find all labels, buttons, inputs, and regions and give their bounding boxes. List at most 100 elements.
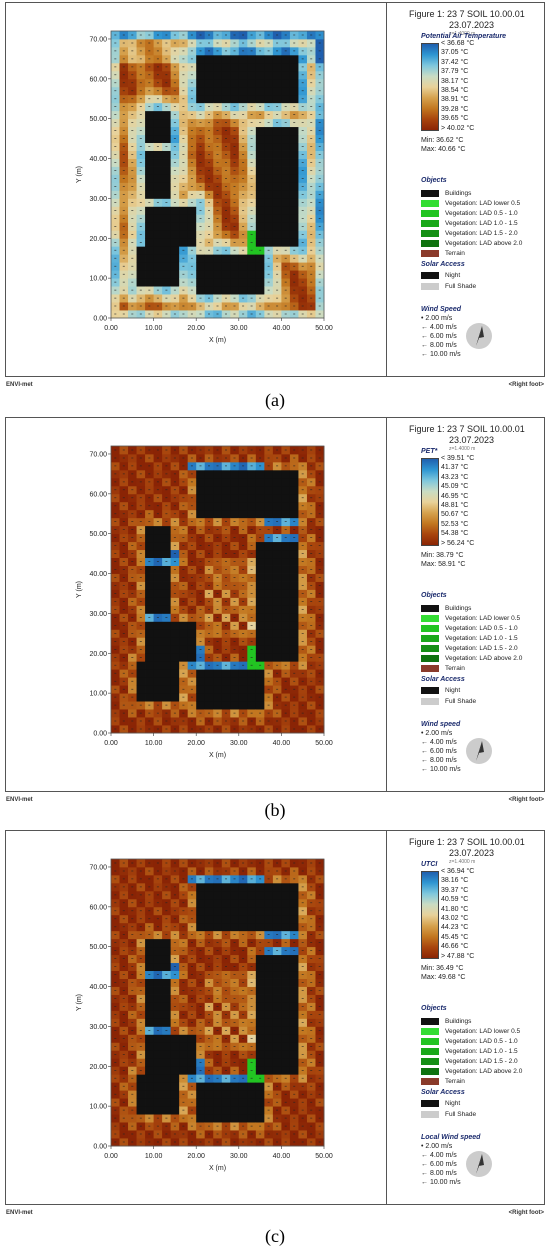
heatmap-cell xyxy=(196,1114,206,1123)
heatmap-cell xyxy=(230,262,240,271)
solar-swatch xyxy=(421,271,439,279)
heatmap-cell xyxy=(153,214,163,223)
heatmap-cell xyxy=(289,890,299,900)
heatmap-cell xyxy=(289,573,299,582)
heatmap-cell xyxy=(272,86,282,96)
heatmap-cell xyxy=(170,206,180,215)
heatmap-cell xyxy=(213,1098,223,1107)
heatmap-cell xyxy=(162,541,172,551)
heatmap-cell xyxy=(136,685,146,694)
heatmap-cell xyxy=(170,262,180,271)
heatmap-cell xyxy=(196,469,206,479)
x-tick-label: 40.00 xyxy=(273,740,291,747)
heatmap-cell xyxy=(179,629,189,638)
heatmap-cell xyxy=(281,1010,291,1019)
heatmap-cell xyxy=(187,1034,197,1043)
heatmap-cell xyxy=(187,1050,197,1059)
colorbar-tick-label: 38.91 °C xyxy=(441,96,469,104)
heatmap-cell xyxy=(213,693,223,702)
solar-title: Solar Access xyxy=(421,676,465,683)
heatmap-cell xyxy=(187,1042,197,1051)
heatmap-cell xyxy=(238,677,248,686)
heatmap-cell xyxy=(170,1050,180,1059)
colorbar-tick-label: 46.95 °C xyxy=(441,492,469,500)
heatmap-cell xyxy=(136,661,146,670)
heatmap-cell xyxy=(255,62,265,72)
object-legend-item: Vegetation: LAD above 2.0 xyxy=(421,1067,522,1075)
object-swatch xyxy=(421,644,439,652)
heatmap-cell xyxy=(153,254,163,263)
heatmap-cell xyxy=(170,629,180,638)
heatmap-cell xyxy=(255,477,265,487)
heatmap-cell xyxy=(255,573,265,582)
heatmap-cell xyxy=(289,589,299,598)
heatmap-cell xyxy=(221,94,231,104)
heatmap-cell xyxy=(153,589,163,598)
heatmap-cell xyxy=(247,1114,257,1123)
heatmap-cell xyxy=(162,597,172,606)
heatmap-cell xyxy=(272,94,282,104)
min-value: Min: 36.62 °C xyxy=(421,137,464,144)
x-tick-label: 40.00 xyxy=(273,325,291,332)
heatmap-cell xyxy=(289,906,299,916)
heatmap-cell xyxy=(153,1074,163,1083)
heatmap-cell xyxy=(255,270,265,279)
solar-label: Night xyxy=(445,271,461,279)
x-tick-label: 20.00 xyxy=(187,1153,205,1160)
heatmap-cell xyxy=(264,914,274,924)
heatmap-cell xyxy=(162,1074,172,1083)
heatmap-cell xyxy=(162,677,172,686)
wind-speed-item: • 2.00 m/s xyxy=(421,730,453,737)
x-tick-label: 10.00 xyxy=(145,740,163,747)
heatmap-cell xyxy=(289,549,299,559)
heatmap-cell xyxy=(255,1106,265,1115)
x-tick-label: 20.00 xyxy=(187,740,205,747)
heatmap-cell xyxy=(264,477,274,487)
solar-legend-item: Full Shade xyxy=(421,697,476,705)
y-tick-label: 70.00 xyxy=(89,864,107,871)
heatmap-cell xyxy=(153,994,163,1003)
plot-frame xyxy=(110,30,325,319)
x-tick-label: 30.00 xyxy=(230,1153,248,1160)
heatmap-cell xyxy=(289,142,299,151)
heatmap-cell xyxy=(204,1090,214,1099)
heatmap-cell xyxy=(238,669,248,678)
heatmap-cell xyxy=(255,693,265,702)
heatmap-cell xyxy=(264,970,274,979)
heatmap-cell xyxy=(196,94,206,104)
heatmap-cell xyxy=(187,1058,197,1067)
heatmap-cell xyxy=(281,914,291,924)
heatmap-cell xyxy=(204,86,214,96)
heatmap-cell xyxy=(162,1066,172,1075)
heatmap-cell xyxy=(196,485,206,495)
heatmap-cell xyxy=(204,685,214,694)
heatmap-cell xyxy=(272,1066,282,1075)
heatmap-cell xyxy=(272,922,282,932)
heatmap-cell xyxy=(153,182,163,191)
heatmap-cell xyxy=(162,669,172,678)
heatmap-cell xyxy=(162,1050,172,1059)
heatmap-cell xyxy=(230,270,240,279)
object-legend-item: Terrain xyxy=(421,249,465,257)
figure-panel-b: 0.00 10.00 20.00 30.00 40.00 50.00 0.00 10.00 20… xyxy=(5,417,545,803)
wind-speed-item: ← 10.00 m/s xyxy=(421,351,461,358)
heatmap-cell xyxy=(162,1098,172,1107)
heatmap-cell xyxy=(255,501,265,511)
heatmap-cell xyxy=(204,493,214,503)
heatmap-cell xyxy=(145,1106,154,1115)
heatmap-cell xyxy=(145,1042,154,1051)
heatmap-cell xyxy=(145,669,154,678)
heatmap-cell xyxy=(136,677,146,686)
heatmap-cell xyxy=(255,669,265,678)
panel-divider xyxy=(386,831,387,1204)
heatmap-cell xyxy=(153,669,163,678)
heatmap-cell xyxy=(136,262,146,271)
heatmap-cell xyxy=(145,525,154,535)
colorbar-tick-label: 37.79 °C xyxy=(441,68,469,76)
heatmap-cell xyxy=(247,914,257,924)
colorbar-tick-label: > 56.24 °C xyxy=(441,539,475,547)
object-label: Vegetation: LAD above 2.0 xyxy=(445,654,523,662)
heatmap-cell xyxy=(153,222,163,231)
heatmap-cell xyxy=(289,541,299,551)
heatmap-cell xyxy=(213,262,223,271)
